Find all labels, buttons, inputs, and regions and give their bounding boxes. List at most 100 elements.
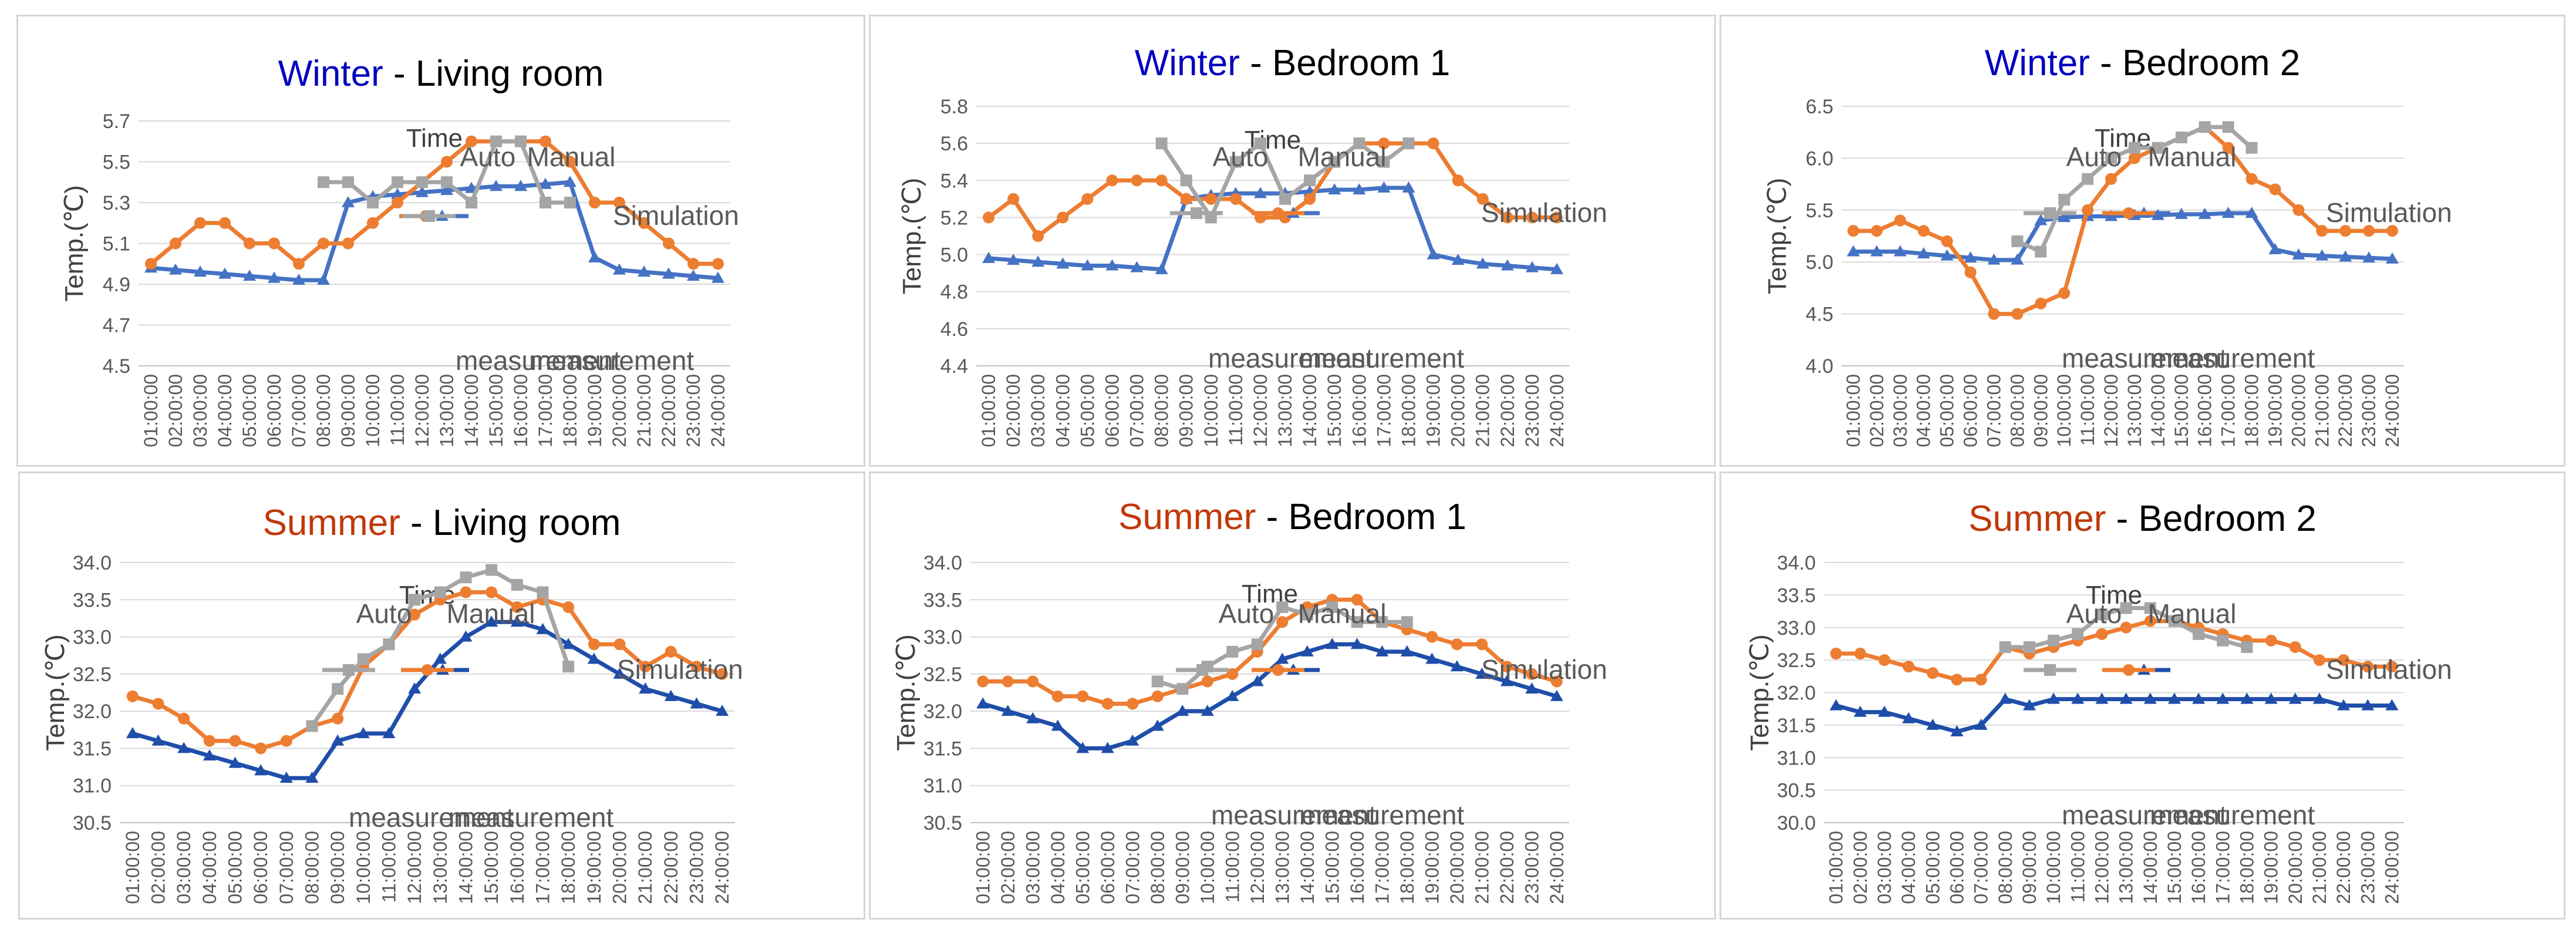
x-tick-label: 17:00:00: [1373, 374, 1394, 447]
point-auto: [1229, 193, 1242, 205]
point-simulation: [2385, 699, 2399, 711]
point-simulation: [1056, 257, 1070, 269]
point-auto: [1951, 674, 1963, 686]
point-manual: [1276, 601, 1289, 613]
point-simulation: [1051, 719, 1064, 731]
point-simulation: [2268, 243, 2282, 254]
point-simulation: [1917, 247, 1930, 259]
point-auto: [466, 135, 477, 147]
point-auto: [1007, 193, 1020, 205]
point-manual: [2105, 152, 2118, 164]
point-simulation: [1007, 254, 1020, 265]
legend: Simulation Auto measurement Manual measureme…: [322, 598, 743, 833]
point-auto: [1378, 137, 1390, 150]
point-manual: [2128, 142, 2140, 154]
point-auto: [2339, 225, 2352, 237]
x-tick-label: 02:00:00: [1850, 831, 1871, 904]
x-tick-label: 08:00:00: [302, 831, 323, 904]
point-simulation: [1893, 245, 1907, 257]
point-simulation: [2011, 253, 2024, 265]
point-auto: [1988, 308, 2000, 320]
legend-label-manual-line1: Manual: [1298, 142, 1387, 172]
chart-title: Summer - Living room: [263, 503, 621, 543]
point-auto: [2222, 142, 2234, 154]
point-simulation: [1276, 652, 1289, 664]
title-room: - Living room: [400, 503, 621, 543]
point-simulation: [2034, 214, 2048, 225]
x-tick-label: 15:00:00: [481, 831, 502, 904]
legend-label-auto-line1: Auto: [2066, 598, 2122, 629]
legend-label-auto-line2: measurement: [1208, 343, 1373, 373]
point-auto: [1276, 616, 1289, 628]
point-simulation: [564, 176, 576, 187]
point-simulation: [1998, 692, 2012, 704]
point-manual: [1353, 137, 1365, 150]
x-tick-label: 20:00:00: [609, 831, 630, 904]
point-simulation: [279, 772, 293, 783]
series-manual: [1999, 602, 2253, 653]
x-tick-label: 22:00:00: [2335, 374, 2356, 447]
point-manual: [564, 197, 576, 208]
point-auto: [1975, 674, 1987, 686]
series-manual: [1155, 137, 1415, 224]
point-simulation: [1525, 261, 1539, 272]
x-tick-label: 10:00:00: [362, 374, 383, 447]
chart-svg: Winter - Bedroom 2 4.0 4.5 5.0 5.5 6.0 6.5 Temp…: [1763, 43, 2452, 447]
point-simulation: [2339, 250, 2352, 262]
point-auto: [977, 675, 989, 688]
point-simulation: [391, 188, 404, 200]
x-tick-label: 23:00:00: [1522, 374, 1543, 447]
point-simulation: [151, 734, 165, 746]
point-manual: [1401, 616, 1413, 628]
point-auto: [1155, 174, 1168, 187]
x-tick-label: 05:00:00: [225, 831, 246, 904]
legend-label-simulation: Simulation: [2326, 654, 2452, 685]
x-tick-label: 14:00:00: [456, 831, 477, 904]
x-tick-label: 24:00:00: [1546, 831, 1567, 904]
series-line-simulation: [1853, 211, 2393, 262]
y-tick-label: 5.5: [103, 151, 130, 174]
x-tick-label: 15:00:00: [2171, 374, 2192, 447]
point-auto: [1002, 675, 1014, 688]
series-manual: [318, 135, 576, 208]
y-tick-label: 33.5: [73, 589, 112, 611]
point-auto: [145, 258, 157, 270]
title-season: Summer: [1118, 497, 1256, 537]
title-room: - Bedroom 2: [2106, 499, 2316, 539]
point-manual: [1329, 156, 1341, 168]
point-simulation: [2288, 692, 2302, 704]
chart-svg: Summer - Bedroom 2 30.0 30.5 31.0 31.5 32.0 32…: [1745, 499, 2452, 904]
x-tick-label: 01:00:00: [140, 374, 161, 447]
x-tick-label: 14:00:00: [1299, 374, 1320, 447]
series-line-simulation: [1835, 697, 2392, 734]
point-simulation: [664, 689, 677, 701]
x-tick-label: 23:00:00: [686, 831, 707, 904]
x-tick-label: 06:00:00: [1097, 831, 1118, 904]
point-auto: [1452, 174, 1464, 187]
legend: Simulation Auto measurement Manual measureme…: [1176, 598, 1607, 830]
x-tick-label: 01:00:00: [972, 831, 993, 904]
point-auto: [2082, 204, 2094, 216]
point-simulation: [1402, 181, 1415, 193]
point-auto: [712, 258, 724, 270]
point-auto: [1351, 594, 1363, 606]
point-manual: [357, 653, 369, 665]
x-tick-label: 13:00:00: [2116, 831, 2137, 904]
x-tick-label: 22:00:00: [1497, 374, 1518, 447]
legend-label-simulation: Simulation: [613, 200, 739, 231]
point-simulation: [2315, 249, 2329, 261]
legend-label-auto-line1: Auto: [1213, 142, 1269, 172]
y-tick-label: 5.5: [1806, 200, 1833, 222]
point-manual: [1155, 137, 1168, 150]
x-tick-label: 16:00:00: [2188, 831, 2209, 904]
point-simulation: [587, 652, 601, 664]
point-simulation: [1031, 255, 1045, 267]
point-simulation: [177, 742, 191, 753]
point-simulation: [342, 196, 355, 207]
x-tick-label: 13:00:00: [1274, 374, 1296, 447]
point-simulation: [1829, 699, 1843, 711]
point-auto: [1077, 690, 1089, 702]
x-tick-label: 12:00:00: [2091, 831, 2112, 904]
x-tick-label: 05:00:00: [1072, 831, 1093, 904]
point-simulation: [1550, 689, 1563, 701]
